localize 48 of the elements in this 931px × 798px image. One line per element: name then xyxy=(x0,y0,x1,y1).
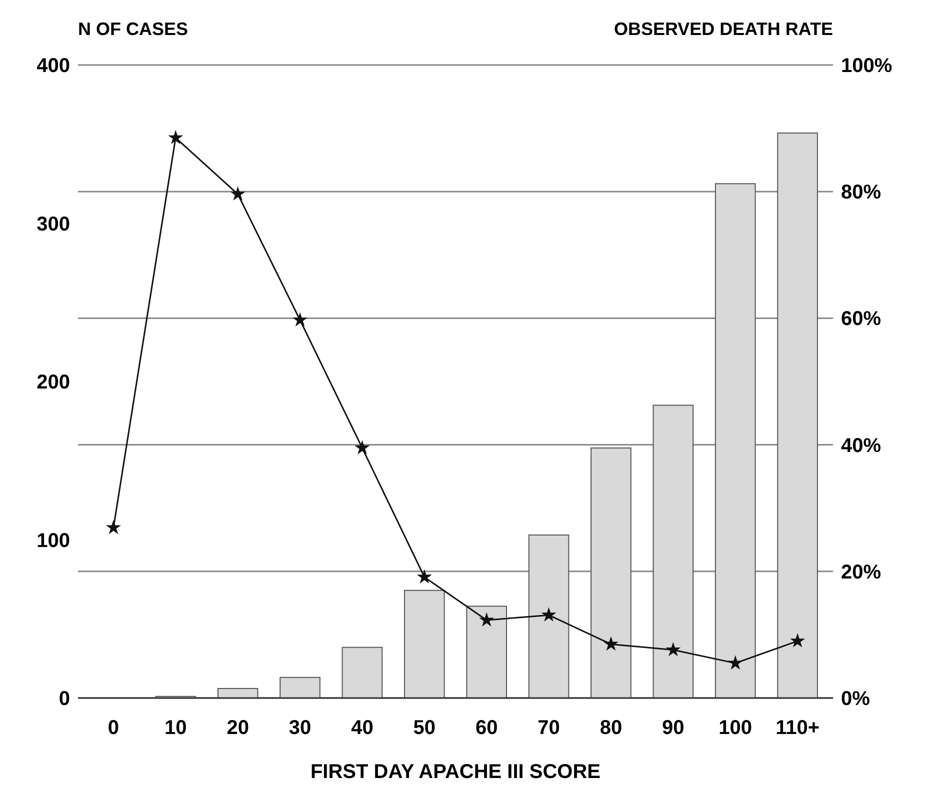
point xyxy=(354,440,370,454)
point xyxy=(790,633,806,648)
point xyxy=(666,642,681,656)
point xyxy=(541,607,556,622)
x-tick-label: 80 xyxy=(600,717,622,739)
y-tick-label: 400 xyxy=(36,55,70,77)
point xyxy=(230,186,246,201)
point xyxy=(603,636,618,651)
y-tick-label: 0 xyxy=(58,688,70,710)
y-tick-label: 200 xyxy=(36,372,70,394)
point xyxy=(106,520,121,534)
bar xyxy=(404,590,445,698)
bar xyxy=(528,534,570,698)
x-tick-label: 90 xyxy=(662,717,684,739)
bar xyxy=(777,132,818,698)
bar xyxy=(217,688,258,698)
y2-tick-label: 80% xyxy=(841,182,882,204)
point xyxy=(728,655,743,670)
bar xyxy=(280,676,320,698)
y2-tick-label: 20% xyxy=(841,561,882,584)
bar xyxy=(714,183,756,698)
x-tick-label: 110+ xyxy=(776,717,820,739)
y2-axis-title: OBSERVED DEATH RATE xyxy=(614,19,833,39)
y2-tick-label: 0% xyxy=(841,688,870,710)
x-tick-label: 40 xyxy=(351,717,374,739)
x-tick-label: 70 xyxy=(538,717,560,739)
x-tick-label: 100 xyxy=(718,717,752,739)
point xyxy=(292,312,308,326)
x-axis-title: FIRST DAY APACHE III SCORE xyxy=(310,761,601,783)
point xyxy=(479,612,494,627)
x-tick-label: 60 xyxy=(475,717,498,739)
y-tick-label: 100 xyxy=(36,530,70,552)
bar xyxy=(342,646,383,698)
x-tick-label: 20 xyxy=(226,717,249,739)
x-tick-label: 30 xyxy=(288,717,312,739)
x-tick-label: 10 xyxy=(164,717,187,739)
bar xyxy=(590,447,632,698)
y2-tick-label: 40% xyxy=(841,434,882,457)
bar xyxy=(652,404,694,698)
point xyxy=(416,569,432,584)
x-tick-label: 0 xyxy=(108,717,120,739)
y-axis-title: N OF CASES xyxy=(78,19,188,39)
x-tick-label: 50 xyxy=(413,717,436,739)
y2-tick-label: 100% xyxy=(841,55,892,77)
y-tick-label: 300 xyxy=(36,213,70,236)
point xyxy=(168,130,184,144)
y2-tick-label: 60% xyxy=(841,308,882,330)
bar xyxy=(466,606,507,698)
